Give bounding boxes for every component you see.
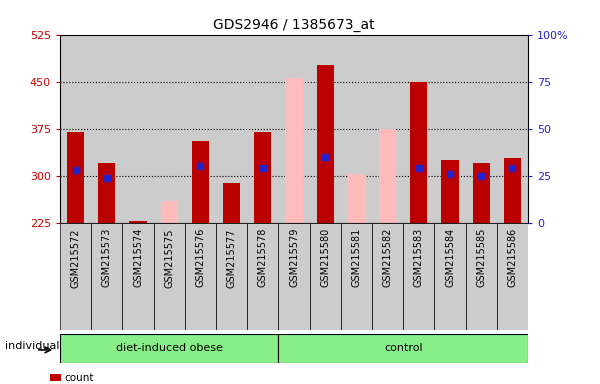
Bar	[122, 223, 154, 330]
Bar	[223, 182, 240, 223]
Text: individual: individual	[5, 341, 59, 351]
Bar	[216, 223, 247, 330]
Bar	[403, 223, 434, 330]
Bar	[67, 132, 84, 223]
Bar	[130, 221, 146, 223]
Bar	[442, 160, 458, 223]
Text: control: control	[384, 343, 422, 354]
Bar	[348, 174, 365, 223]
Title: GDS2946 / 1385673_at: GDS2946 / 1385673_at	[213, 18, 375, 32]
Bar	[154, 223, 185, 330]
Text: GSM215579: GSM215579	[289, 228, 299, 288]
Bar	[473, 163, 490, 223]
Text: GSM215584: GSM215584	[445, 228, 455, 287]
Bar	[185, 223, 216, 330]
Bar	[466, 223, 497, 330]
Bar	[161, 201, 178, 223]
Bar	[60, 223, 91, 330]
Bar	[286, 78, 302, 223]
Text: GSM215575: GSM215575	[164, 228, 174, 288]
Bar	[341, 223, 372, 330]
Bar	[379, 129, 396, 223]
Text: GSM215583: GSM215583	[414, 228, 424, 287]
Text: GSM215582: GSM215582	[383, 228, 392, 288]
Bar	[504, 158, 521, 223]
Text: GSM215578: GSM215578	[258, 228, 268, 288]
Bar	[247, 223, 278, 330]
Text: GSM215586: GSM215586	[508, 228, 517, 287]
Bar	[98, 163, 115, 223]
Text: GSM215580: GSM215580	[320, 228, 330, 287]
Bar	[278, 223, 310, 330]
Bar	[50, 374, 61, 381]
Bar	[60, 334, 278, 363]
Text: GSM215581: GSM215581	[352, 228, 361, 287]
Bar	[317, 65, 334, 223]
Text: count: count	[65, 372, 94, 382]
Bar	[372, 223, 403, 330]
Bar	[410, 82, 427, 223]
Bar	[497, 223, 528, 330]
Bar	[192, 141, 209, 223]
Bar	[254, 132, 271, 223]
Bar	[91, 223, 122, 330]
Text: GSM215572: GSM215572	[71, 228, 80, 288]
Bar	[278, 334, 528, 363]
Text: GSM215573: GSM215573	[102, 228, 112, 288]
Text: GSM215577: GSM215577	[227, 228, 236, 288]
Text: GSM215574: GSM215574	[133, 228, 143, 288]
Text: diet-induced obese: diet-induced obese	[116, 343, 223, 354]
Bar	[434, 223, 466, 330]
Text: GSM215585: GSM215585	[476, 228, 486, 288]
Text: GSM215576: GSM215576	[196, 228, 205, 288]
Bar	[310, 223, 341, 330]
